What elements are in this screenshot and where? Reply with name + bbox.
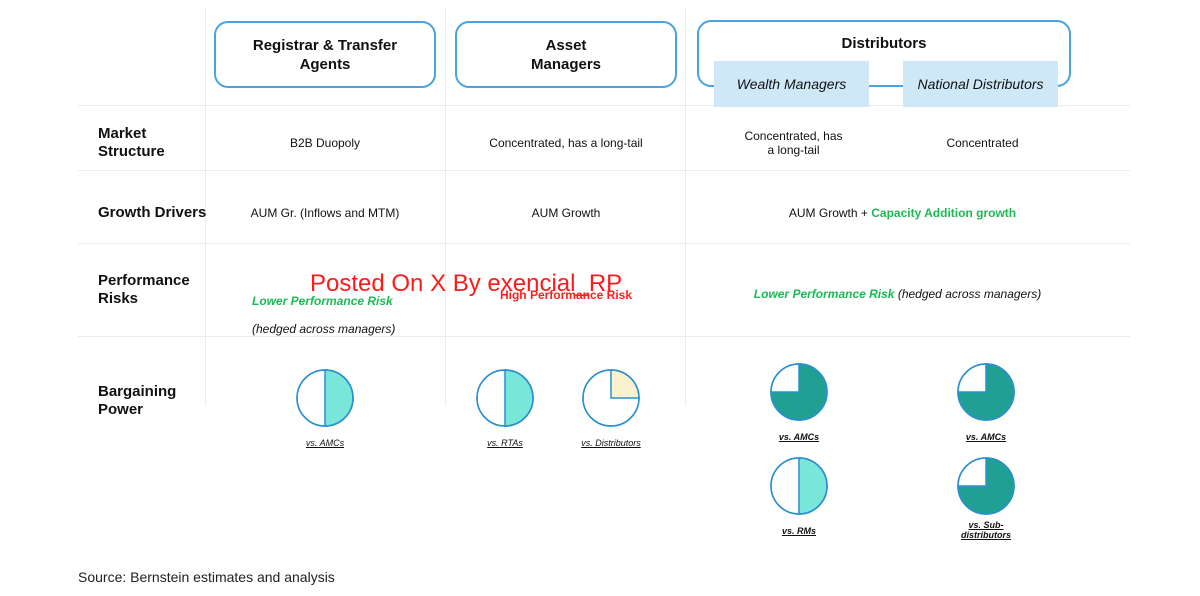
source-note: Source: Bernstein estimates and analysis [78,569,335,585]
grid-hline [78,170,1130,171]
cell-rta-performance-risks: Lower Performance Risk (hedged across ma… [252,280,432,350]
grid-hline [78,243,1130,244]
grid-vline [685,8,686,406]
pie-nd-vs-amcs [957,363,1015,421]
pie-slice [798,457,828,515]
pie-outline [582,369,640,427]
pie-caption: vs. Sub- distributors [960,520,1011,540]
subheader-national-distributors: National Distributors [903,61,1058,107]
pie-am-vs-rtas [476,369,534,427]
grid-hline [78,336,1130,337]
pie-outline [957,363,1015,421]
cell-wm-market-structure: Concentrated, has a long-tail [744,129,843,157]
pie-slice [504,369,534,427]
pie-caption: vs. Distributors [581,438,641,448]
subheader-wealth-managers: Wealth Managers [714,61,869,107]
pie-wm-vs-amcs [770,363,828,421]
pie-wm-vs-rms [770,457,828,515]
cell-rta-growth-drivers: AUM Gr. (Inflows and MTM) [250,206,400,220]
cell-rta-market-structure: B2B Duopoly [289,136,361,150]
pie-outline [770,457,828,515]
cell-am-market-structure: Concentrated, has a long-tail [489,136,643,150]
cell-nd-market-structure: Concentrated [946,136,1019,150]
pie-slice [324,369,354,427]
cell-rta-perf-highlight: Lower Performance Risk [252,294,393,308]
pie-outline [296,369,354,427]
header-asset-managers: Asset Managers [455,21,677,88]
pie-caption: vs. AMCs [778,432,820,442]
cell-am-growth-drivers: AUM Growth [531,206,601,220]
row-label-performance-risks: Performance Risks [98,272,190,307]
row-label-market-structure: Market Structure [98,125,165,160]
pie-outline [476,369,534,427]
pie-caption: vs. RTAs [487,438,523,448]
row-label-growth-drivers: Growth Drivers [98,204,207,221]
header-rta: Registrar & Transfer Agents [214,21,436,88]
pie-nd-vs-sub-distributors [957,457,1015,515]
row-label-bargaining-power: Bargaining Power [98,383,177,418]
pie-caption: vs. AMCs [965,432,1007,442]
pie-rta-vs-amcs [296,369,354,427]
cell-am-performance-risks: High Performance Risk [499,288,633,302]
grid-hline [78,105,1130,106]
cell-dist-perf-suffix: (hedged across managers) [894,287,1042,301]
cell-dist-growth-drivers: AUM Growth + Capacity Addition growth [700,206,1105,220]
pie-outline [770,363,828,421]
pie-outline [957,457,1015,515]
pie-am-vs-distributors [582,369,640,427]
pie-caption: vs. RMs [781,526,816,536]
cell-rta-perf-suffix: (hedged across managers) [252,322,396,336]
cell-dist-perf-highlight: Lower Performance Risk [753,287,895,301]
cell-dist-growth-prefix: AUM Growth + [788,206,872,220]
cell-dist-growth-highlight: Capacity Addition growth [871,206,1017,220]
cell-dist-performance-risks: Lower Performance Risk (hedged across ma… [700,287,1095,301]
grid-vline [445,8,446,406]
watermark-text: Posted On X By exencial_RP [310,270,623,297]
pie-caption: vs. AMCs [305,438,345,448]
grid-vline [205,8,206,406]
